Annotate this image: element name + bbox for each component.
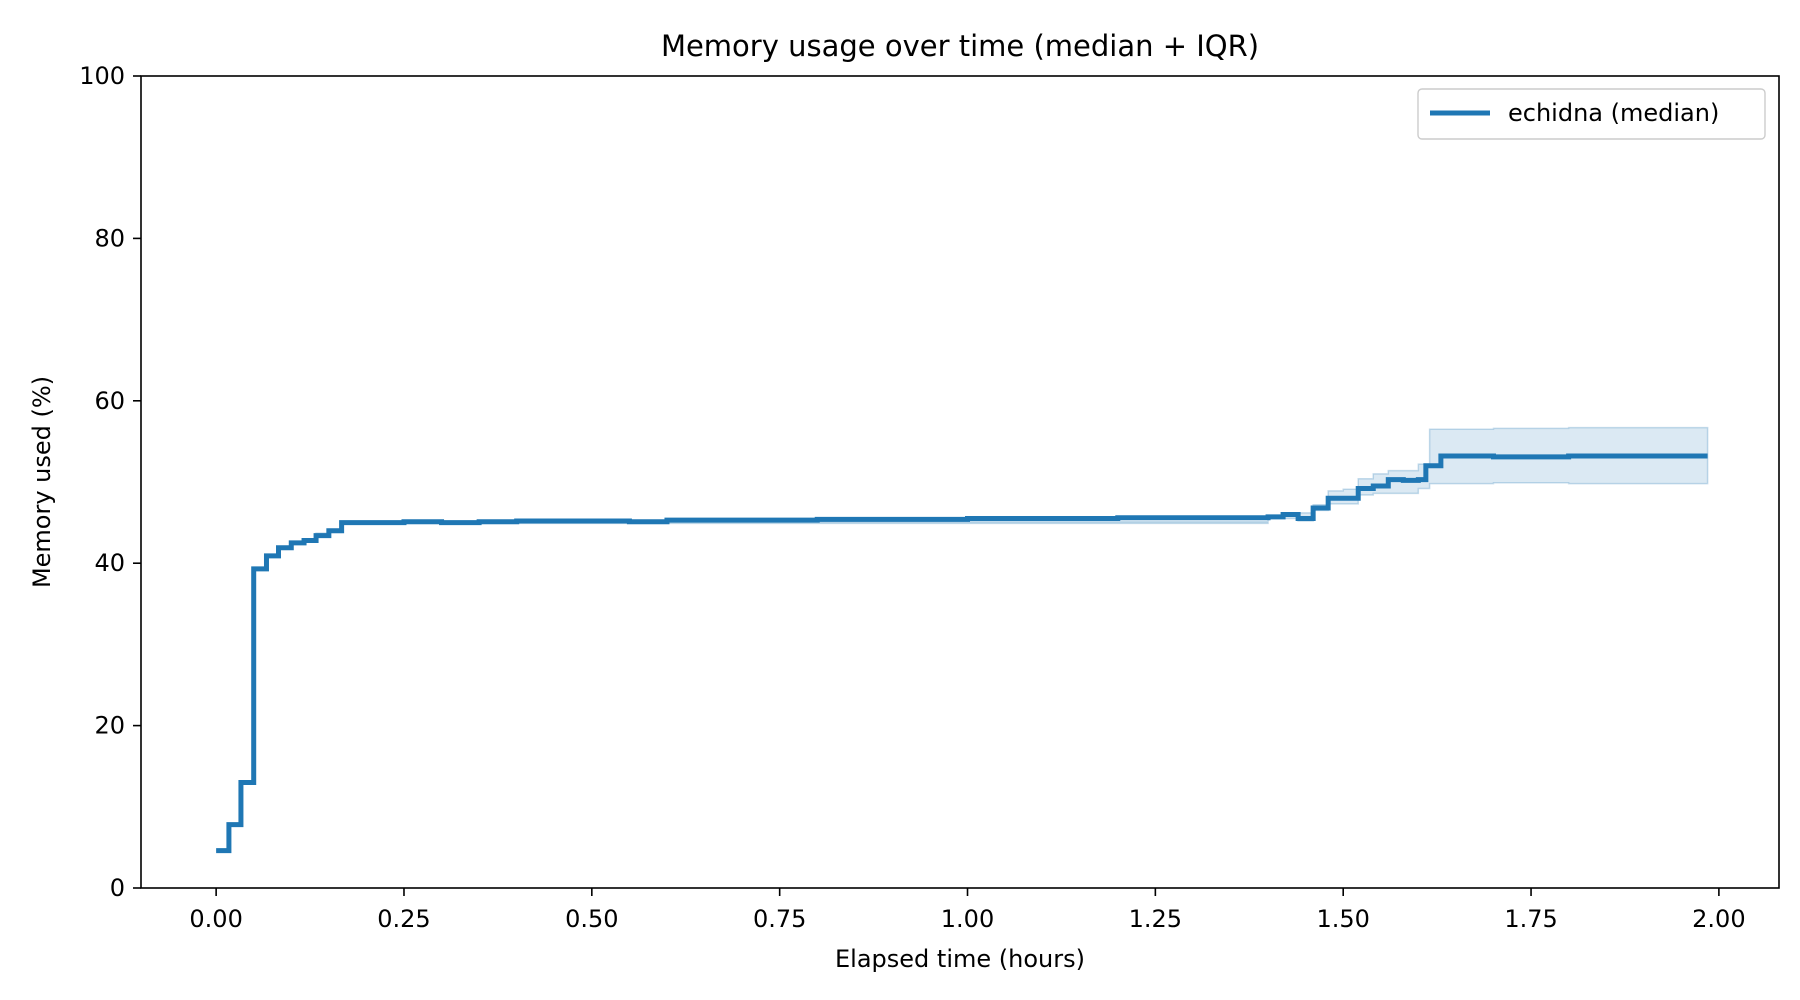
median-line-layer [216, 453, 1708, 854]
median-line [216, 453, 1708, 854]
x-tick-label: 1.50 [1316, 905, 1369, 933]
x-tick-label: 0.50 [565, 905, 618, 933]
axes-frame [140, 75, 1780, 889]
legend-box [1417, 88, 1766, 140]
y-axis-label: Memory used (%) [28, 376, 56, 588]
iqr-band-layer [216, 426, 1709, 852]
legend: echidna (median) [1417, 88, 1766, 140]
legend-label: echidna (median) [1508, 99, 1719, 127]
x-tick-label: 2.00 [1692, 905, 1745, 933]
x-axis-ticks: 0.00 0.25 0.50 0.75 1.00 1.25 1.50 1.75 2.00 [189, 888, 1746, 933]
x-tick-label: 0.75 [753, 905, 806, 933]
y-tick-label: 0 [110, 874, 125, 902]
x-tick-label: 1.75 [1504, 905, 1557, 933]
chart-title: Memory usage over time (median + IQR) [661, 29, 1259, 63]
y-tick-label: 40 [94, 549, 125, 577]
y-tick-label: 100 [79, 62, 125, 90]
x-axis-label: Elapsed time (hours) [835, 945, 1085, 973]
x-tick-label: 0.00 [189, 905, 242, 933]
x-tick-label: 0.25 [377, 905, 430, 933]
y-tick-label: 20 [94, 712, 125, 740]
y-tick-label: 60 [94, 387, 125, 415]
x-tick-label: 1.25 [1129, 905, 1182, 933]
y-tick-label: 80 [94, 224, 125, 252]
x-tick-label: 1.00 [941, 905, 994, 933]
y-axis-ticks: 0 20 40 60 80 100 [79, 62, 141, 902]
plot-area [216, 426, 1709, 854]
iqr-band [216, 426, 1709, 852]
